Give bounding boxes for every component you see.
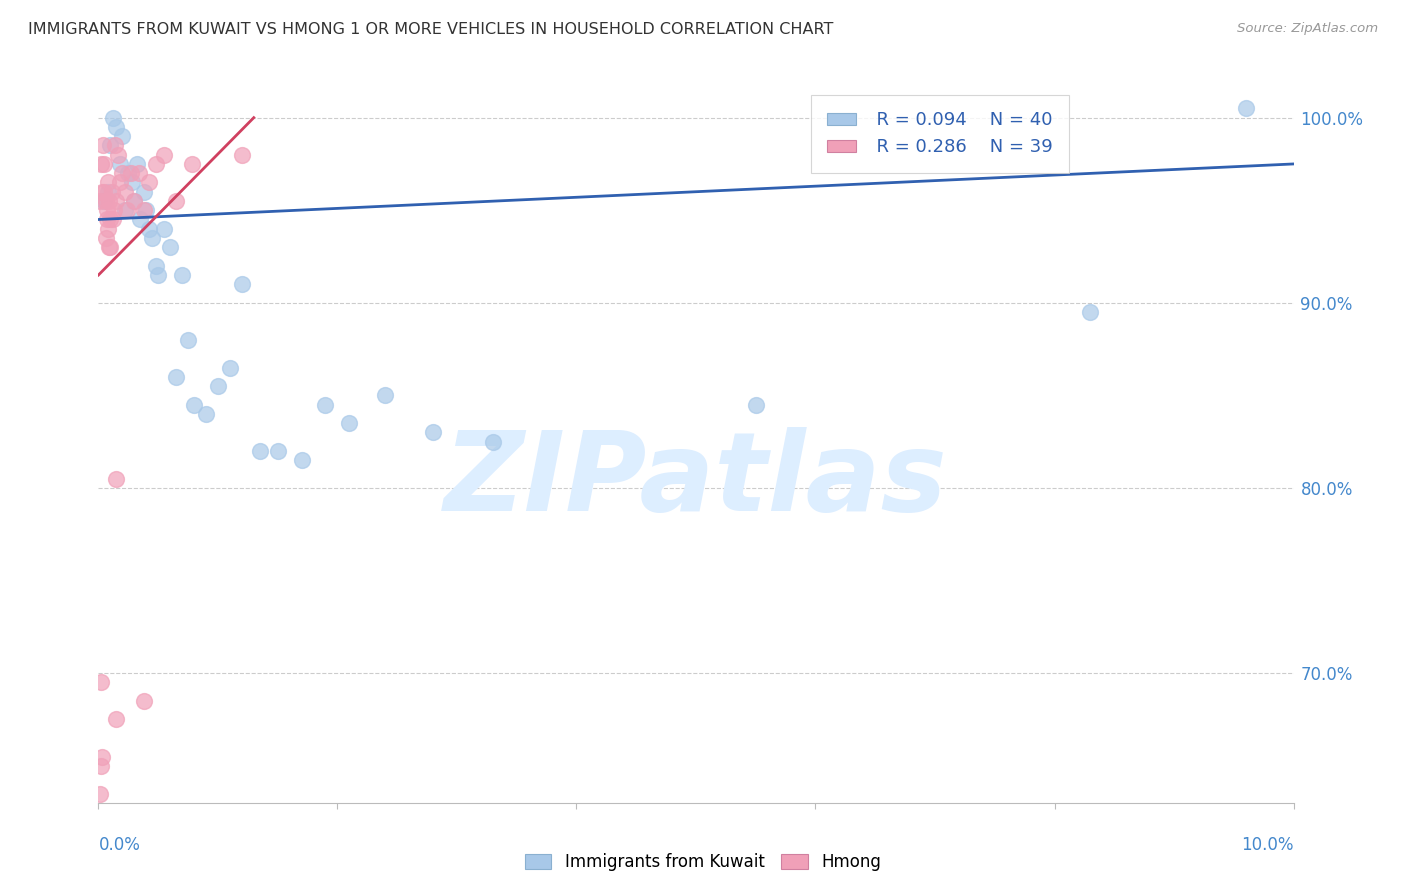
Point [108, 176, 131, 190]
Point [91, 185, 114, 199]
Point [104, 138, 127, 153]
Point [183, 398, 205, 412]
Point [1080, 305, 1102, 319]
Legend:   R = 0.094    N = 40,   R = 0.286    N = 39: R = 0.094 N = 40, R = 0.286 N = 39 [811, 95, 1070, 172]
Point [128, 166, 150, 180]
Point [97, 185, 120, 199]
Point [314, 398, 337, 412]
Point [98, 194, 121, 208]
Point [105, 194, 128, 208]
Point [145, 259, 167, 273]
Point [141, 231, 163, 245]
Point [93, 194, 115, 208]
Point [148, 268, 170, 282]
Point [105, 713, 128, 727]
Point [249, 444, 271, 458]
Point [111, 129, 134, 144]
Point [108, 157, 131, 171]
Point [120, 166, 142, 180]
Point [165, 194, 187, 208]
Point [101, 212, 124, 227]
Point [374, 388, 396, 402]
Point [125, 157, 148, 171]
Point [98, 240, 121, 254]
Point [115, 203, 138, 218]
Point [231, 277, 253, 292]
Point [93, 185, 115, 199]
Point [100, 185, 122, 199]
Point [177, 333, 200, 347]
Point [94, 194, 117, 208]
Point [96, 203, 118, 218]
Text: ZIPatlas: ZIPatlas [444, 427, 948, 534]
Point [180, 157, 202, 171]
Point [90, 157, 112, 171]
Point [745, 398, 768, 412]
Point [114, 185, 136, 199]
Point [153, 147, 176, 161]
Point [339, 416, 360, 430]
Point [129, 212, 152, 227]
Point [114, 203, 136, 218]
Point [111, 166, 134, 180]
Text: 0.0%: 0.0% [98, 836, 141, 855]
Point [97, 221, 120, 235]
Point [207, 379, 229, 393]
Point [132, 203, 155, 218]
Point [97, 176, 120, 190]
Point [138, 221, 160, 235]
Point [89, 194, 111, 208]
Point [1234, 102, 1257, 116]
Point [100, 212, 122, 227]
Point [101, 111, 124, 125]
Point [135, 203, 157, 218]
Point [267, 444, 290, 458]
Point [165, 370, 187, 384]
Point [91, 749, 114, 764]
Point [89, 787, 111, 801]
Legend: Immigrants from Kuwait, Hmong: Immigrants from Kuwait, Hmong [516, 845, 890, 880]
Point [422, 425, 444, 440]
Point [100, 240, 122, 254]
Point [153, 221, 176, 235]
Point [290, 453, 312, 467]
Point [124, 194, 146, 208]
Point [91, 138, 114, 153]
Text: 10.0%: 10.0% [1241, 836, 1294, 855]
Point [124, 194, 146, 208]
Point [159, 240, 181, 254]
Point [132, 185, 155, 199]
Text: Source: ZipAtlas.com: Source: ZipAtlas.com [1237, 22, 1378, 36]
Point [94, 231, 117, 245]
Text: IMMIGRANTS FROM KUWAIT VS HMONG 1 OR MORE VEHICLES IN HOUSEHOLD CORRELATION CHAR: IMMIGRANTS FROM KUWAIT VS HMONG 1 OR MOR… [28, 22, 834, 37]
Point [103, 203, 125, 218]
Point [96, 212, 118, 227]
Point [90, 675, 112, 690]
Point [481, 434, 503, 449]
Point [107, 147, 129, 161]
Point [100, 138, 122, 153]
Point [117, 166, 139, 180]
Point [195, 407, 218, 421]
Point [93, 157, 115, 171]
Point [132, 694, 155, 708]
Point [105, 472, 128, 486]
Point [105, 120, 128, 134]
Point [90, 758, 112, 772]
Point [138, 176, 160, 190]
Point [172, 268, 194, 282]
Point [145, 157, 167, 171]
Point [219, 360, 242, 375]
Point [231, 147, 253, 161]
Point [121, 176, 143, 190]
